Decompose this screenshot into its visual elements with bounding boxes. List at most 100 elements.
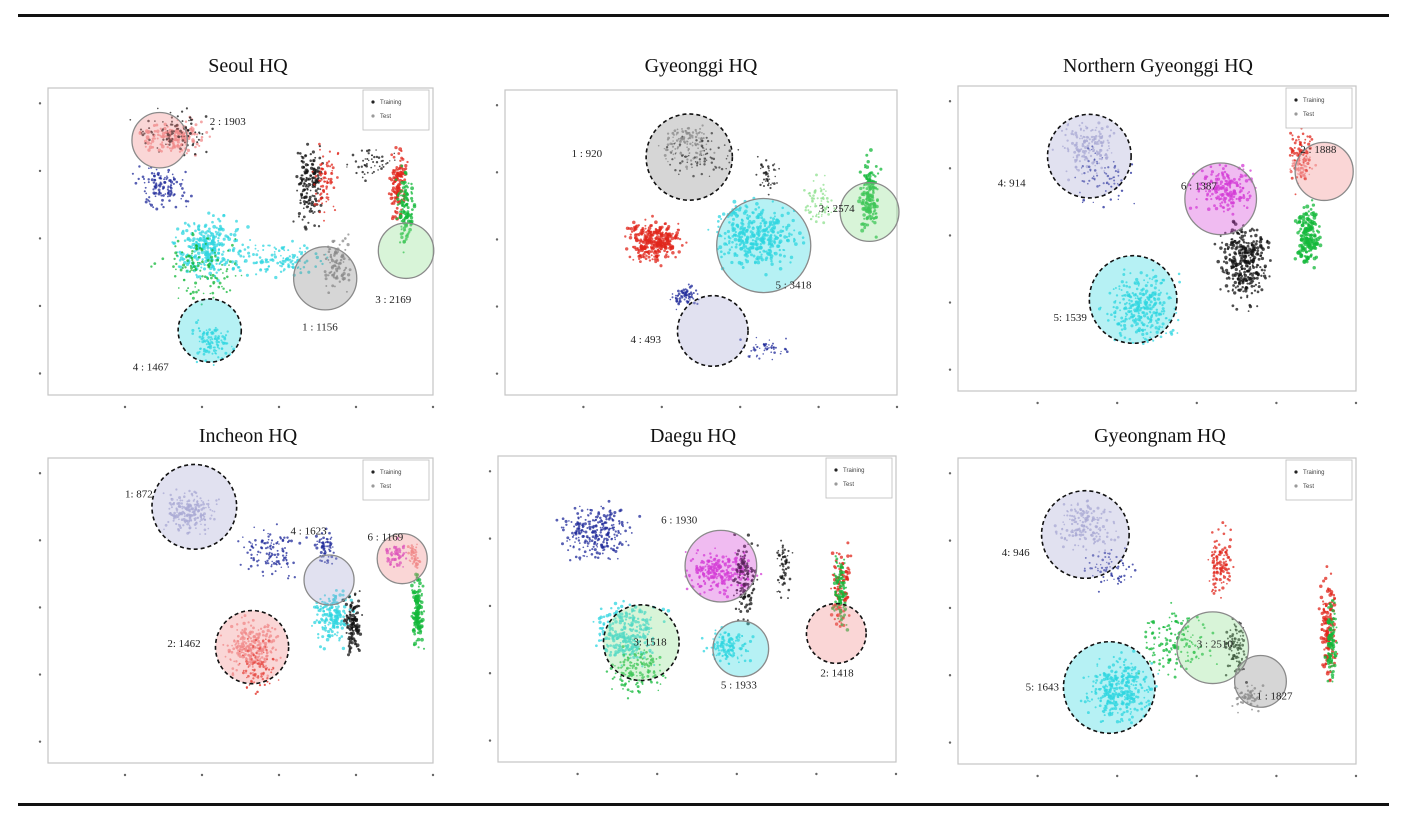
data-point <box>1254 233 1258 238</box>
data-point <box>234 238 237 240</box>
data-point <box>181 194 184 198</box>
data-point <box>188 116 192 119</box>
data-point <box>160 149 163 153</box>
data-point <box>396 194 400 197</box>
data-point <box>770 347 773 350</box>
data-point <box>329 165 332 168</box>
data-point <box>764 180 767 182</box>
data-point <box>160 194 163 197</box>
data-point <box>690 293 694 296</box>
data-point <box>143 190 146 193</box>
data-point <box>393 199 397 203</box>
data-point <box>218 263 221 265</box>
data-point <box>765 159 768 162</box>
data-point <box>296 256 299 259</box>
data-point <box>720 217 723 221</box>
data-point <box>157 133 160 137</box>
data-point <box>1250 291 1254 295</box>
data-point <box>190 122 193 125</box>
data-point <box>195 290 198 294</box>
data-point <box>1237 276 1240 279</box>
data-point <box>640 239 644 243</box>
data-point <box>1232 255 1236 260</box>
data-point <box>290 539 293 543</box>
data-point <box>195 136 198 138</box>
data-point <box>204 259 208 264</box>
data-point <box>637 251 640 255</box>
x-tick-mark <box>1195 401 1199 405</box>
data-point <box>180 110 184 113</box>
data-point <box>761 182 764 184</box>
data-point <box>232 246 236 251</box>
data-point <box>191 140 195 143</box>
data-point <box>1259 265 1262 269</box>
data-point <box>354 160 358 163</box>
data-point <box>365 149 369 153</box>
data-point <box>196 251 201 256</box>
data-point <box>644 218 647 221</box>
data-point <box>211 220 214 224</box>
data-point <box>1219 288 1222 291</box>
data-point <box>1224 255 1228 260</box>
data-point <box>314 174 318 178</box>
data-point <box>277 561 280 564</box>
x-tick-mark <box>1036 401 1039 405</box>
data-point <box>325 185 329 189</box>
y-tick-mark <box>948 167 952 170</box>
data-point <box>267 244 270 247</box>
data-point <box>304 250 307 253</box>
data-point <box>148 138 151 142</box>
data-point <box>628 235 633 240</box>
data-point <box>677 250 681 254</box>
data-point <box>1293 160 1296 164</box>
data-point <box>203 225 207 228</box>
data-point <box>665 227 669 231</box>
y-tick-mark <box>38 539 42 542</box>
data-point <box>153 172 156 175</box>
data-point <box>365 164 368 168</box>
data-point <box>147 148 151 152</box>
data-point <box>148 145 153 150</box>
data-point <box>812 179 815 182</box>
data-point <box>320 162 324 165</box>
data-point <box>284 547 286 549</box>
data-point <box>251 543 254 545</box>
data-point <box>153 262 157 265</box>
data-point <box>1223 250 1227 254</box>
data-point <box>674 255 677 259</box>
data-point <box>186 259 189 262</box>
data-point <box>1177 318 1180 322</box>
data-point <box>267 265 270 268</box>
data-point <box>1171 328 1175 332</box>
data-point <box>1230 246 1234 250</box>
data-point <box>825 190 827 192</box>
data-point <box>404 197 408 201</box>
data-point <box>1302 205 1306 210</box>
data-point <box>313 202 317 206</box>
data-point <box>406 206 410 210</box>
x-tick-mark <box>1354 401 1358 405</box>
data-point <box>172 242 176 245</box>
data-point <box>390 178 394 182</box>
data-point <box>759 167 762 170</box>
data-point <box>167 186 169 189</box>
data-point <box>181 179 184 181</box>
data-point <box>645 230 648 234</box>
data-point <box>821 192 825 196</box>
x-tick-mark <box>200 773 204 777</box>
data-point <box>756 345 759 349</box>
data-point <box>1263 269 1266 272</box>
data-point <box>257 249 259 252</box>
cluster-label: 3 : 2169 <box>375 294 412 306</box>
data-point <box>267 562 270 565</box>
data-point <box>1257 272 1260 275</box>
data-point <box>1297 215 1302 220</box>
data-point <box>650 237 654 241</box>
data-point <box>1259 237 1263 241</box>
data-point <box>153 129 157 133</box>
data-point <box>399 214 403 219</box>
data-point <box>176 227 180 231</box>
data-point <box>291 239 294 243</box>
data-point <box>361 176 364 179</box>
